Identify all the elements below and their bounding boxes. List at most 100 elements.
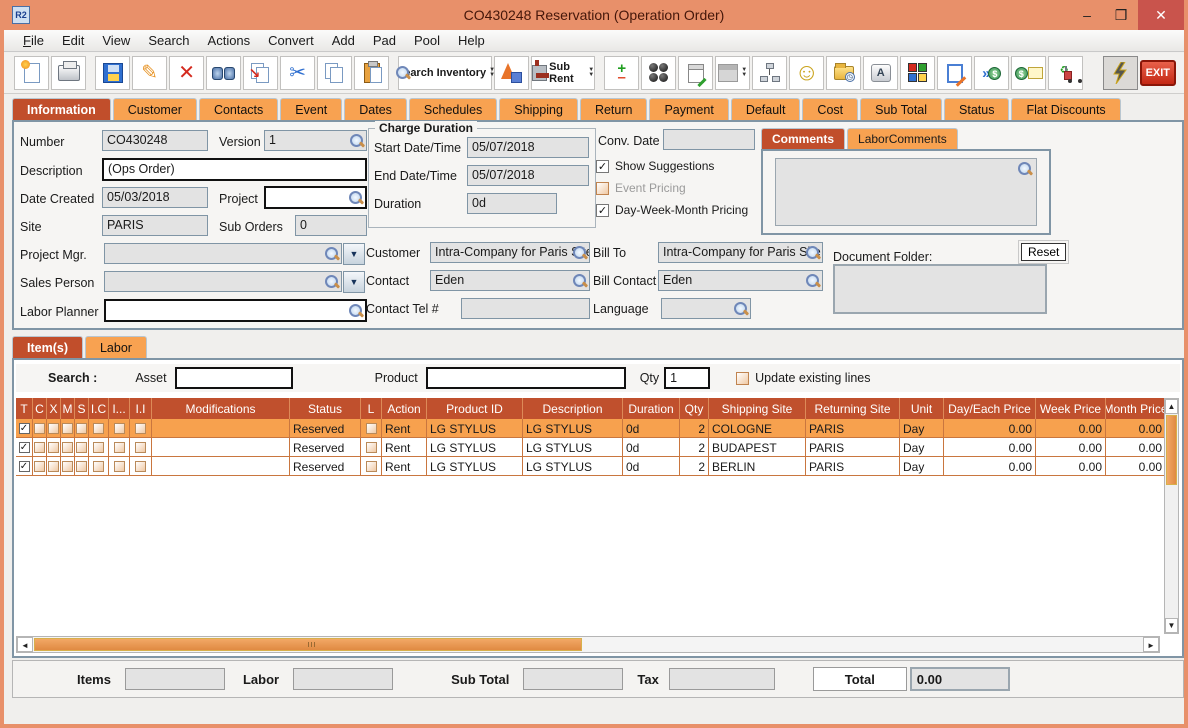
customer-service-button[interactable]: ☺ bbox=[789, 56, 825, 90]
minimize-button[interactable]: – bbox=[1083, 7, 1091, 23]
row-ii-checkbox[interactable] bbox=[135, 422, 146, 434]
paste-button[interactable] bbox=[354, 56, 390, 90]
tab-customer[interactable]: Customer bbox=[112, 98, 197, 120]
scroll-up-icon[interactable]: ▲ bbox=[1165, 399, 1178, 414]
find-button[interactable] bbox=[206, 56, 242, 90]
bill-to-search-icon[interactable] bbox=[805, 245, 821, 261]
row-x-checkbox[interactable] bbox=[48, 460, 59, 472]
language-search-icon[interactable] bbox=[733, 301, 749, 317]
calendar-dropdown-icon[interactable]: ▼ ▼ bbox=[741, 67, 748, 78]
history-folder-button[interactable]: ◷ bbox=[826, 56, 862, 90]
qty-input[interactable]: 1 bbox=[664, 367, 711, 389]
site-field[interactable]: PARIS bbox=[102, 215, 208, 236]
calendar-button[interactable]: ▼ ▼ bbox=[715, 56, 751, 90]
col-description[interactable]: Description bbox=[523, 398, 623, 419]
add-remove-line-button[interactable]: + – bbox=[604, 56, 640, 90]
row-s-checkbox[interactable] bbox=[76, 441, 87, 453]
language-field[interactable] bbox=[661, 298, 751, 319]
comments-textarea[interactable] bbox=[775, 158, 1037, 226]
end-date-field[interactable]: 05/07/2018 bbox=[467, 165, 589, 186]
row-l-checkbox[interactable] bbox=[365, 460, 377, 472]
vertical-scrollbar[interactable]: ▲ ▼ bbox=[1164, 398, 1179, 634]
tab-dates[interactable]: Dates bbox=[344, 98, 407, 120]
row-c-checkbox[interactable] bbox=[34, 460, 45, 472]
row-ii-checkbox[interactable] bbox=[135, 460, 146, 472]
tab-sub-total[interactable]: Sub Total bbox=[860, 98, 943, 120]
project-field[interactable] bbox=[264, 186, 367, 209]
bill-to-field[interactable]: Intra-Company for Paris Site bbox=[658, 242, 823, 263]
notes-button[interactable] bbox=[678, 56, 714, 90]
col-c[interactable]: C bbox=[33, 398, 47, 419]
sales-person-field[interactable] bbox=[104, 271, 342, 292]
row-ic-checkbox[interactable] bbox=[93, 441, 104, 453]
row-idots-checkbox[interactable] bbox=[113, 441, 125, 453]
menu-file[interactable]: File bbox=[23, 33, 44, 48]
project-mgr-dropdown-button[interactable]: ▼ bbox=[343, 243, 365, 265]
col-product-id[interactable]: Product ID bbox=[427, 398, 523, 419]
row-m-checkbox[interactable] bbox=[62, 460, 73, 472]
col-ii[interactable]: I.I bbox=[130, 398, 152, 419]
row-c-checkbox[interactable] bbox=[34, 441, 45, 453]
col-duration[interactable]: Duration bbox=[623, 398, 680, 419]
tab-return[interactable]: Return bbox=[579, 98, 648, 120]
col-returning-site[interactable]: Returning Site bbox=[806, 398, 900, 419]
col-x[interactable]: X bbox=[47, 398, 61, 419]
table-row[interactable]: ✓ Reserved Rent LG STYLUS LG STYLUS 0d 2… bbox=[16, 438, 1172, 457]
menu-help[interactable]: Help bbox=[458, 33, 485, 48]
update-existing-lines-checkbox[interactable] bbox=[736, 371, 750, 385]
row-idots-checkbox[interactable] bbox=[113, 460, 125, 472]
tab-payment[interactable]: Payment bbox=[649, 98, 729, 120]
row-m-checkbox[interactable] bbox=[62, 441, 73, 453]
row-m-checkbox[interactable] bbox=[62, 422, 73, 434]
dwm-pricing-checkbox[interactable]: ✓ bbox=[596, 203, 609, 217]
shapes-button[interactable] bbox=[493, 56, 529, 90]
col-qty[interactable]: Qty bbox=[680, 398, 709, 419]
col-shipping-site[interactable]: Shipping Site bbox=[709, 398, 806, 419]
edit-button[interactable]: ✎ bbox=[132, 56, 168, 90]
row-x-checkbox[interactable] bbox=[48, 422, 59, 434]
sales-person-search-icon[interactable] bbox=[324, 274, 340, 290]
cut-button[interactable]: ✂ bbox=[280, 56, 316, 90]
document-folder-box[interactable] bbox=[833, 264, 1047, 314]
tab-default[interactable]: Default bbox=[730, 98, 801, 120]
row-s-checkbox[interactable] bbox=[76, 422, 87, 434]
tab-cost[interactable]: Cost bbox=[802, 98, 859, 120]
horizontal-scrollbar[interactable]: ◄ ► bbox=[16, 636, 1160, 653]
availability-button[interactable] bbox=[641, 56, 677, 90]
shortcut-key-button[interactable]: A bbox=[863, 56, 899, 90]
tab-items[interactable]: Item(s) bbox=[12, 336, 83, 358]
print-button[interactable] bbox=[51, 56, 86, 90]
menu-edit[interactable]: Edit bbox=[61, 33, 85, 48]
billing-transfer-button[interactable]: » $ bbox=[974, 56, 1010, 90]
labor-planner-field[interactable] bbox=[104, 299, 367, 322]
col-modifications[interactable]: Modifications bbox=[152, 398, 290, 419]
row-t-checkbox[interactable]: ✓ bbox=[18, 460, 30, 472]
quick-action-button[interactable] bbox=[1102, 56, 1138, 90]
customer-search-icon[interactable] bbox=[572, 245, 588, 261]
sales-person-dropdown-button[interactable]: ▼ bbox=[343, 271, 365, 293]
tab-shipping[interactable]: Shipping bbox=[499, 98, 578, 120]
date-created-field[interactable]: 05/03/2018 bbox=[102, 187, 208, 208]
show-suggestions-checkbox[interactable]: ✓ bbox=[596, 159, 609, 173]
tab-status[interactable]: Status bbox=[944, 98, 1010, 120]
project-mgr-field[interactable] bbox=[104, 243, 342, 264]
row-s-checkbox[interactable] bbox=[76, 460, 87, 472]
delivery-button[interactable]: ♻ bbox=[1048, 56, 1084, 90]
start-date-field[interactable]: 05/07/2018 bbox=[467, 137, 589, 158]
menu-actions[interactable]: Actions bbox=[207, 33, 251, 48]
contact-tel-field[interactable] bbox=[461, 298, 590, 319]
scroll-left-icon[interactable]: ◄ bbox=[17, 637, 33, 652]
tab-schedules[interactable]: Schedules bbox=[408, 98, 498, 120]
col-l[interactable]: L bbox=[361, 398, 382, 419]
sub-rent-dropdown-icon[interactable]: ▼ ▼ bbox=[588, 67, 595, 78]
menu-convert[interactable]: Convert bbox=[268, 33, 314, 48]
scroll-right-icon[interactable]: ► bbox=[1143, 637, 1159, 652]
tab-information[interactable]: Information bbox=[12, 98, 111, 120]
reset-button[interactable]: Reset bbox=[1017, 240, 1070, 264]
search-inventory-button[interactable]: Search Inventory ▼ ▼ bbox=[395, 56, 495, 90]
number-field[interactable]: CO430248 bbox=[102, 130, 208, 151]
col-t[interactable]: T bbox=[16, 398, 33, 419]
description-field[interactable]: (Ops Order) bbox=[102, 158, 367, 181]
sub-rent-button[interactable]: Sub Rent ▼ ▼ bbox=[530, 56, 596, 90]
project-mgr-search-icon[interactable] bbox=[324, 246, 340, 262]
